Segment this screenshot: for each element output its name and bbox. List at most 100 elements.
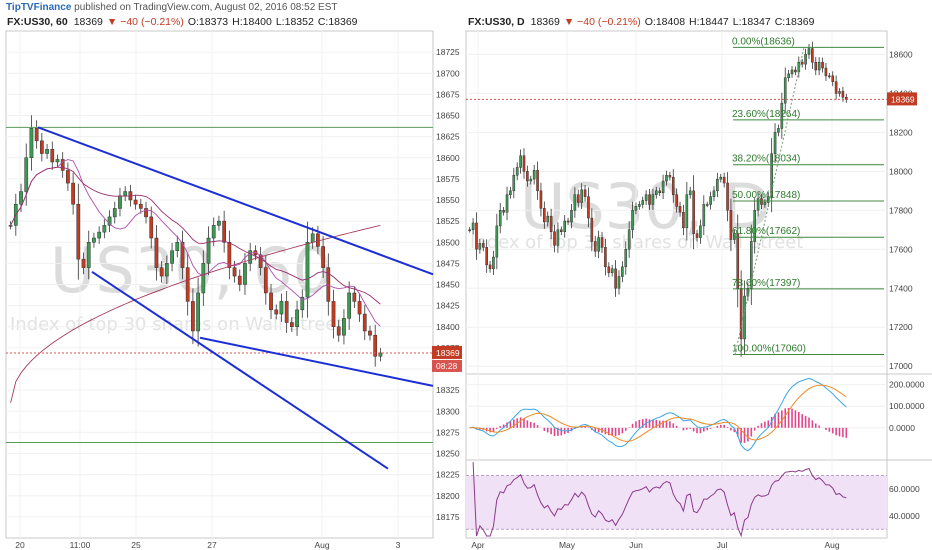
left-x-tick: 25 — [131, 540, 141, 550]
left-low: L:18352 — [276, 16, 314, 28]
right-candle — [716, 178, 719, 192]
right-candle — [522, 155, 526, 172]
left-candle — [86, 242, 91, 268]
left-y-tick: 18575 — [436, 174, 460, 184]
left-x-tick: Aug — [314, 540, 329, 550]
left-candle — [206, 237, 211, 264]
right-candle — [627, 229, 631, 250]
left-candle — [248, 250, 253, 264]
macd-signal-line — [469, 384, 847, 442]
right-candle — [614, 268, 617, 289]
left-candle — [237, 275, 242, 285]
right-candle — [811, 48, 814, 63]
macd-line — [469, 377, 847, 452]
right-candle — [468, 229, 471, 232]
rsi-y-tick: 40.0000 — [889, 511, 920, 521]
right-candle — [709, 196, 712, 205]
macd-y-tick: 100.0000 — [889, 401, 925, 411]
left-candle — [8, 225, 13, 227]
left-y-tick: 18450 — [436, 280, 460, 290]
right-candle — [739, 288, 743, 340]
right-candle — [553, 231, 556, 246]
left-watermark: US30, 60 — [50, 234, 332, 307]
right-candle — [695, 233, 699, 238]
left-candle — [263, 267, 268, 294]
right-x-tick: Jul — [717, 540, 728, 550]
right-candle — [729, 210, 733, 240]
left-candle — [185, 267, 190, 302]
publisher-link[interactable]: TipTVFinance — [6, 2, 72, 13]
right-candle — [492, 256, 495, 270]
fib-level-label: 61.80%(17662) — [732, 226, 800, 237]
left-candle — [112, 208, 117, 218]
left-candle — [34, 127, 39, 142]
left-candle — [71, 182, 75, 205]
right-candle — [539, 190, 543, 209]
right-candle — [498, 210, 502, 227]
right-candle — [519, 155, 522, 168]
left-y-tick: 18325 — [436, 385, 460, 395]
right-candle — [593, 241, 597, 252]
left-title-line: FX:US30, 60 18369 ▼ −40 (−0.21%) O:18373 H:1… — [7, 16, 358, 28]
right-candle — [505, 194, 509, 213]
left-candle — [170, 250, 174, 264]
right-title: FX:US30, D — [468, 16, 525, 28]
left-change: ▼ −40 (−0.21%) — [107, 16, 184, 28]
daily-chart-panel[interactable] — [465, 30, 888, 539]
right-candle — [750, 241, 753, 289]
right-candle — [610, 268, 614, 273]
right-candle — [719, 176, 723, 180]
left-candle — [368, 330, 372, 336]
left-candle — [144, 208, 148, 218]
right-candle — [824, 67, 828, 77]
right-y-tick: 18600 — [889, 49, 913, 59]
left-candle — [55, 159, 60, 163]
left-candle — [149, 216, 154, 239]
right-candle — [563, 220, 566, 232]
left-y-tick: 18275 — [436, 427, 460, 437]
right-candle — [733, 233, 736, 240]
right-candle — [756, 198, 760, 211]
left-candle — [29, 127, 34, 159]
right-candle — [699, 225, 702, 238]
left-y-tick: 18650 — [436, 111, 460, 121]
right-candle — [777, 128, 780, 133]
left-candle — [331, 301, 336, 327]
fib-anchor-line — [734, 47, 805, 355]
right-candle — [621, 266, 624, 277]
right-candle — [712, 190, 716, 197]
right-candle — [570, 210, 573, 223]
right-candle — [685, 194, 689, 229]
right-change: ▼ −40 (−0.21%) — [564, 16, 641, 28]
left-candle — [66, 170, 70, 184]
publish-info: published on TradingView.com, August 02,… — [71, 2, 338, 13]
right-candle — [828, 75, 831, 78]
right-candle — [668, 174, 672, 178]
right-y-tick: 17600 — [889, 244, 913, 254]
right-candle — [692, 190, 695, 234]
left-candle — [357, 301, 362, 315]
left-candle — [316, 233, 320, 247]
right-candle — [821, 61, 824, 69]
left-lower-trendline — [91, 270, 389, 470]
right-candle — [817, 61, 821, 71]
left-y-tick: 18175 — [436, 512, 460, 522]
right-candle — [549, 215, 553, 232]
left-last-price-label: 18369 — [436, 348, 460, 358]
left-candle — [217, 220, 221, 226]
right-low: L:18347 — [733, 16, 771, 28]
rsi-y-tick: 60.0000 — [889, 484, 920, 494]
right-candle — [546, 215, 550, 223]
left-y-tick: 18400 — [436, 322, 460, 332]
left-countdown-label: 08:28 — [436, 361, 458, 371]
left-candle — [362, 313, 367, 332]
right-y-tick: 17400 — [889, 283, 913, 293]
left-y-tick: 18675 — [436, 89, 460, 99]
right-candle — [573, 194, 577, 211]
right-candle — [682, 211, 685, 229]
left-wedge-support-line — [199, 336, 434, 387]
left-x-tick: 20 — [15, 540, 25, 550]
right-candle — [532, 170, 536, 180]
right-candle — [783, 77, 787, 104]
